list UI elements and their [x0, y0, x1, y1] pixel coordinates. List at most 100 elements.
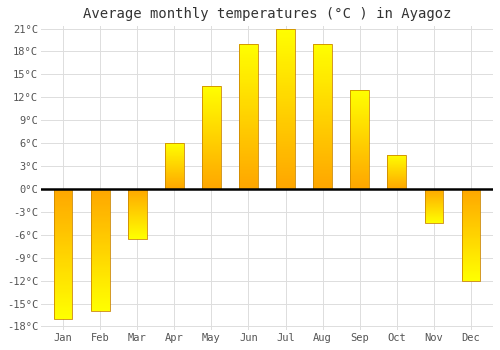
Bar: [54, 282, 72, 284]
Bar: [91, 245, 110, 246]
Bar: [165, 153, 184, 154]
Bar: [202, 134, 220, 135]
Bar: [202, 148, 220, 149]
Bar: [462, 250, 480, 251]
Bar: [54, 189, 72, 319]
Bar: [314, 64, 332, 65]
Bar: [350, 145, 369, 146]
Bar: [91, 241, 110, 243]
Bar: [239, 154, 258, 156]
Bar: [91, 189, 110, 311]
Bar: [165, 183, 184, 184]
Bar: [276, 88, 295, 90]
Bar: [54, 233, 72, 235]
Bar: [165, 143, 184, 189]
Bar: [128, 202, 146, 203]
Bar: [314, 57, 332, 58]
Bar: [165, 172, 184, 173]
Bar: [276, 130, 295, 131]
Bar: [239, 58, 258, 60]
Bar: [350, 133, 369, 134]
Bar: [54, 246, 72, 247]
Bar: [350, 124, 369, 125]
Bar: [202, 113, 220, 114]
Bar: [91, 205, 110, 206]
Bar: [54, 281, 72, 282]
Bar: [424, 189, 443, 223]
Bar: [91, 277, 110, 278]
Bar: [314, 84, 332, 86]
Bar: [276, 128, 295, 130]
Bar: [54, 279, 72, 280]
Bar: [350, 180, 369, 181]
Bar: [314, 173, 332, 174]
Bar: [314, 102, 332, 103]
Bar: [462, 233, 480, 234]
Bar: [314, 44, 332, 45]
Bar: [239, 134, 258, 135]
Bar: [350, 132, 369, 133]
Bar: [54, 310, 72, 311]
Bar: [54, 280, 72, 281]
Bar: [276, 86, 295, 88]
Bar: [462, 265, 480, 266]
Bar: [239, 140, 258, 141]
Bar: [128, 228, 146, 229]
Bar: [462, 236, 480, 237]
Bar: [314, 89, 332, 90]
Bar: [128, 193, 146, 194]
Bar: [462, 198, 480, 199]
Bar: [276, 99, 295, 101]
Bar: [91, 200, 110, 201]
Bar: [128, 229, 146, 230]
Bar: [462, 196, 480, 197]
Bar: [91, 260, 110, 261]
Bar: [462, 206, 480, 207]
Bar: [350, 134, 369, 135]
Bar: [462, 260, 480, 261]
Bar: [239, 124, 258, 125]
Bar: [54, 312, 72, 314]
Bar: [276, 120, 295, 121]
Bar: [202, 169, 220, 170]
Bar: [314, 106, 332, 108]
Bar: [91, 254, 110, 255]
Bar: [350, 154, 369, 155]
Bar: [462, 268, 480, 269]
Bar: [239, 76, 258, 77]
Bar: [91, 195, 110, 196]
Bar: [276, 126, 295, 128]
Bar: [128, 201, 146, 202]
Bar: [165, 169, 184, 170]
Bar: [91, 284, 110, 286]
Bar: [314, 131, 332, 132]
Bar: [462, 209, 480, 210]
Bar: [202, 98, 220, 99]
Bar: [91, 238, 110, 239]
Bar: [239, 113, 258, 115]
Bar: [91, 303, 110, 304]
Bar: [128, 210, 146, 211]
Bar: [239, 73, 258, 74]
Bar: [276, 112, 295, 114]
Bar: [239, 131, 258, 132]
Bar: [91, 227, 110, 228]
Bar: [165, 146, 184, 147]
Bar: [239, 106, 258, 108]
Bar: [165, 149, 184, 150]
Bar: [202, 95, 220, 96]
Bar: [276, 170, 295, 172]
Bar: [462, 221, 480, 222]
Bar: [462, 200, 480, 201]
Bar: [128, 227, 146, 228]
Bar: [350, 122, 369, 124]
Bar: [350, 125, 369, 126]
Bar: [239, 137, 258, 138]
Bar: [202, 178, 220, 180]
Bar: [239, 170, 258, 172]
Bar: [462, 224, 480, 225]
Bar: [462, 237, 480, 238]
Bar: [350, 165, 369, 166]
Bar: [350, 99, 369, 100]
Bar: [314, 55, 332, 57]
